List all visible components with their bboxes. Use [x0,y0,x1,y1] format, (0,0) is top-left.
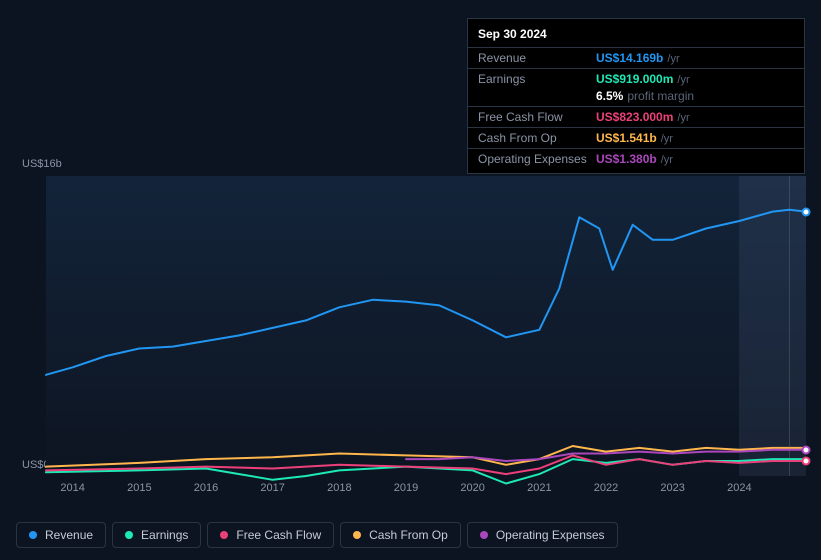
legend-label: Cash From Op [369,528,448,542]
x-tick-label: 2015 [127,482,151,494]
tooltip-row: Cash From OpUS$1.541b/yr [468,127,804,148]
tooltip-row-label: Earnings [478,72,596,86]
chart-tooltip: Sep 30 2024 RevenueUS$14.169b/yrEarnings… [467,18,805,174]
legend-label: Operating Expenses [496,528,605,542]
tooltip-pct: 6.5% [596,89,623,103]
tooltip-row: RevenueUS$14.169b/yr [468,47,804,68]
x-tick-label: 2019 [394,482,418,494]
marker-line [789,176,790,476]
legend-label: Earnings [141,528,188,542]
tooltip-row-value: US$1.541b [596,131,657,145]
legend-item-free-cash-flow[interactable]: Free Cash Flow [207,522,334,548]
legend-item-revenue[interactable]: Revenue [16,522,106,548]
x-tick-label: 2017 [260,482,284,494]
x-tick-label: 2014 [60,482,84,494]
tooltip-row-value: US$823.000m [596,110,673,124]
tooltip-row-label: Free Cash Flow [478,110,596,124]
x-tick-label: 2023 [660,482,684,494]
x-tick-label: 2022 [594,482,618,494]
tooltip-row-unit: /yr [667,53,679,65]
legend-item-cash-from-op[interactable]: Cash From Op [340,522,461,548]
tooltip-row-label: Cash From Op [478,131,596,145]
x-tick-label: 2020 [460,482,484,494]
series-end-dot [802,445,811,454]
legend-label: Free Cash Flow [236,528,321,542]
legend-dot [480,531,488,539]
tooltip-row-label: Revenue [478,51,596,65]
tooltip-row: Free Cash FlowUS$823.000m/yr [468,106,804,127]
legend-dot [125,531,133,539]
x-tick-label: 2021 [527,482,551,494]
series-revenue [46,210,806,375]
chart-plot[interactable] [46,176,806,476]
legend-item-operating-expenses[interactable]: Operating Expenses [467,522,618,548]
chart-svg [46,176,806,476]
tooltip-date: Sep 30 2024 [468,23,804,47]
chart-area: US$16b US$0 2014201520162017201820192020… [16,162,806,502]
legend-dot [353,531,361,539]
tooltip-pct-label: profit margin [627,89,694,103]
tooltip-row-value: US$14.169b [596,51,663,65]
legend: Revenue Earnings Free Cash Flow Cash From O… [16,522,618,548]
y-axis-top-label: US$16b [22,158,62,170]
legend-item-earnings[interactable]: Earnings [112,522,201,548]
tooltip-row-value: US$919.000m [596,72,673,86]
legend-dot [29,531,37,539]
tooltip-row-unit: /yr [677,74,689,86]
tooltip-row: EarningsUS$919.000m/yr [468,68,804,89]
x-axis: 2014 2015 2016 2017 2018 2019 2020 2021 2022 2023… [46,482,806,502]
series-end-dot [802,457,811,466]
x-tick-label: 2018 [327,482,351,494]
x-tick-label: 2024 [727,482,751,494]
tooltip-row-unit: /yr [677,112,689,124]
series-end-dot [802,207,811,216]
legend-label: Revenue [45,528,93,542]
legend-dot [220,531,228,539]
x-tick-label: 2016 [194,482,218,494]
tooltip-subrow: 6.5% profit margin [468,89,804,106]
tooltip-row-unit: /yr [661,133,673,145]
tooltip-rows: RevenueUS$14.169b/yrEarningsUS$919.000m/… [468,47,804,169]
